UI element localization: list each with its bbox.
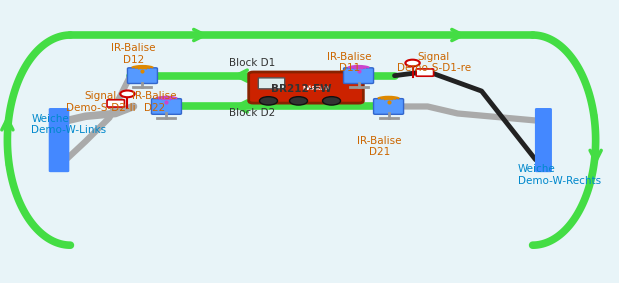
FancyBboxPatch shape: [258, 78, 285, 89]
FancyBboxPatch shape: [416, 69, 433, 76]
FancyBboxPatch shape: [152, 99, 181, 114]
Circle shape: [322, 97, 340, 105]
FancyBboxPatch shape: [128, 68, 157, 83]
FancyBboxPatch shape: [249, 72, 363, 103]
Text: Weiche
Demo-W-Links: Weiche Demo-W-Links: [32, 114, 106, 136]
Text: Block D1: Block D1: [230, 58, 275, 68]
Circle shape: [405, 60, 420, 67]
Text: Signal
Demo-S-D1-re: Signal Demo-S-D1-re: [397, 52, 470, 73]
FancyBboxPatch shape: [373, 99, 404, 114]
Text: Block D2: Block D2: [230, 108, 275, 119]
Text: IR-Balise
D12: IR-Balise D12: [111, 43, 156, 65]
Circle shape: [290, 97, 308, 105]
Circle shape: [120, 91, 135, 97]
Text: IR-Balise
D21: IR-Balise D21: [357, 136, 402, 158]
FancyBboxPatch shape: [535, 109, 552, 171]
Text: IR-Balise
D11: IR-Balise D11: [327, 52, 372, 73]
FancyBboxPatch shape: [50, 109, 69, 171]
Text: Signal
Demo-S-D2-li: Signal Demo-S-D2-li: [66, 91, 135, 113]
FancyBboxPatch shape: [344, 68, 373, 83]
Circle shape: [259, 97, 277, 105]
Text: IR-Balise
D22: IR-Balise D22: [132, 91, 176, 113]
FancyBboxPatch shape: [107, 100, 124, 107]
Text: Weiche
Demo-W-Rechts: Weiche Demo-W-Rechts: [517, 164, 600, 186]
Text: BR212-FW: BR212-FW: [271, 84, 332, 94]
Text: MÄRKLIN: MÄRKLIN: [302, 86, 331, 91]
